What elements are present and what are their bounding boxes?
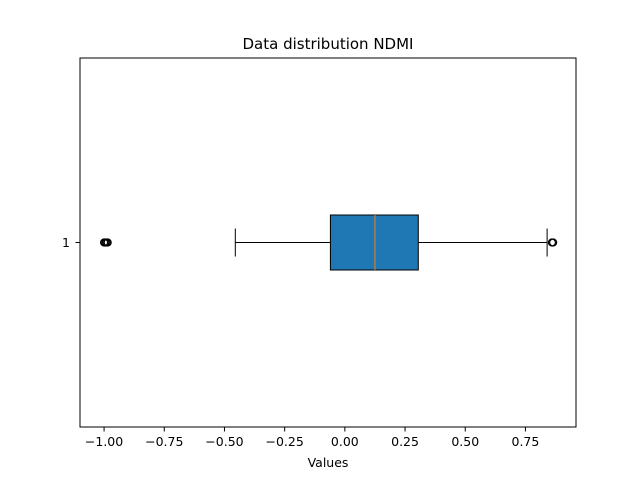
outlier-point [549, 238, 558, 247]
chart-marks [99, 214, 558, 271]
x-tick-label: 0.50 [451, 434, 479, 449]
chart-title: Data distribution NDMI [243, 35, 414, 53]
x-tick-label: −0.25 [266, 434, 304, 449]
x-axis: −1.00 −0.75 −0.50 −0.25 0.00 0.25 0.50 0.75 [85, 427, 539, 449]
outlier-point [103, 238, 112, 247]
x-tick-label: −0.75 [145, 434, 183, 449]
x-tick-label: 0.00 [331, 434, 359, 449]
iqr-box [329, 214, 419, 271]
x-tick-label: 0.25 [391, 434, 419, 449]
x-tick-label: −0.50 [205, 434, 243, 449]
x-axis-label: Values [308, 455, 349, 470]
y-tick-label: 1 [62, 235, 70, 250]
y-axis: 1 [62, 235, 80, 250]
x-tick-label: −1.00 [85, 434, 123, 449]
x-tick-label: 0.75 [512, 434, 540, 449]
